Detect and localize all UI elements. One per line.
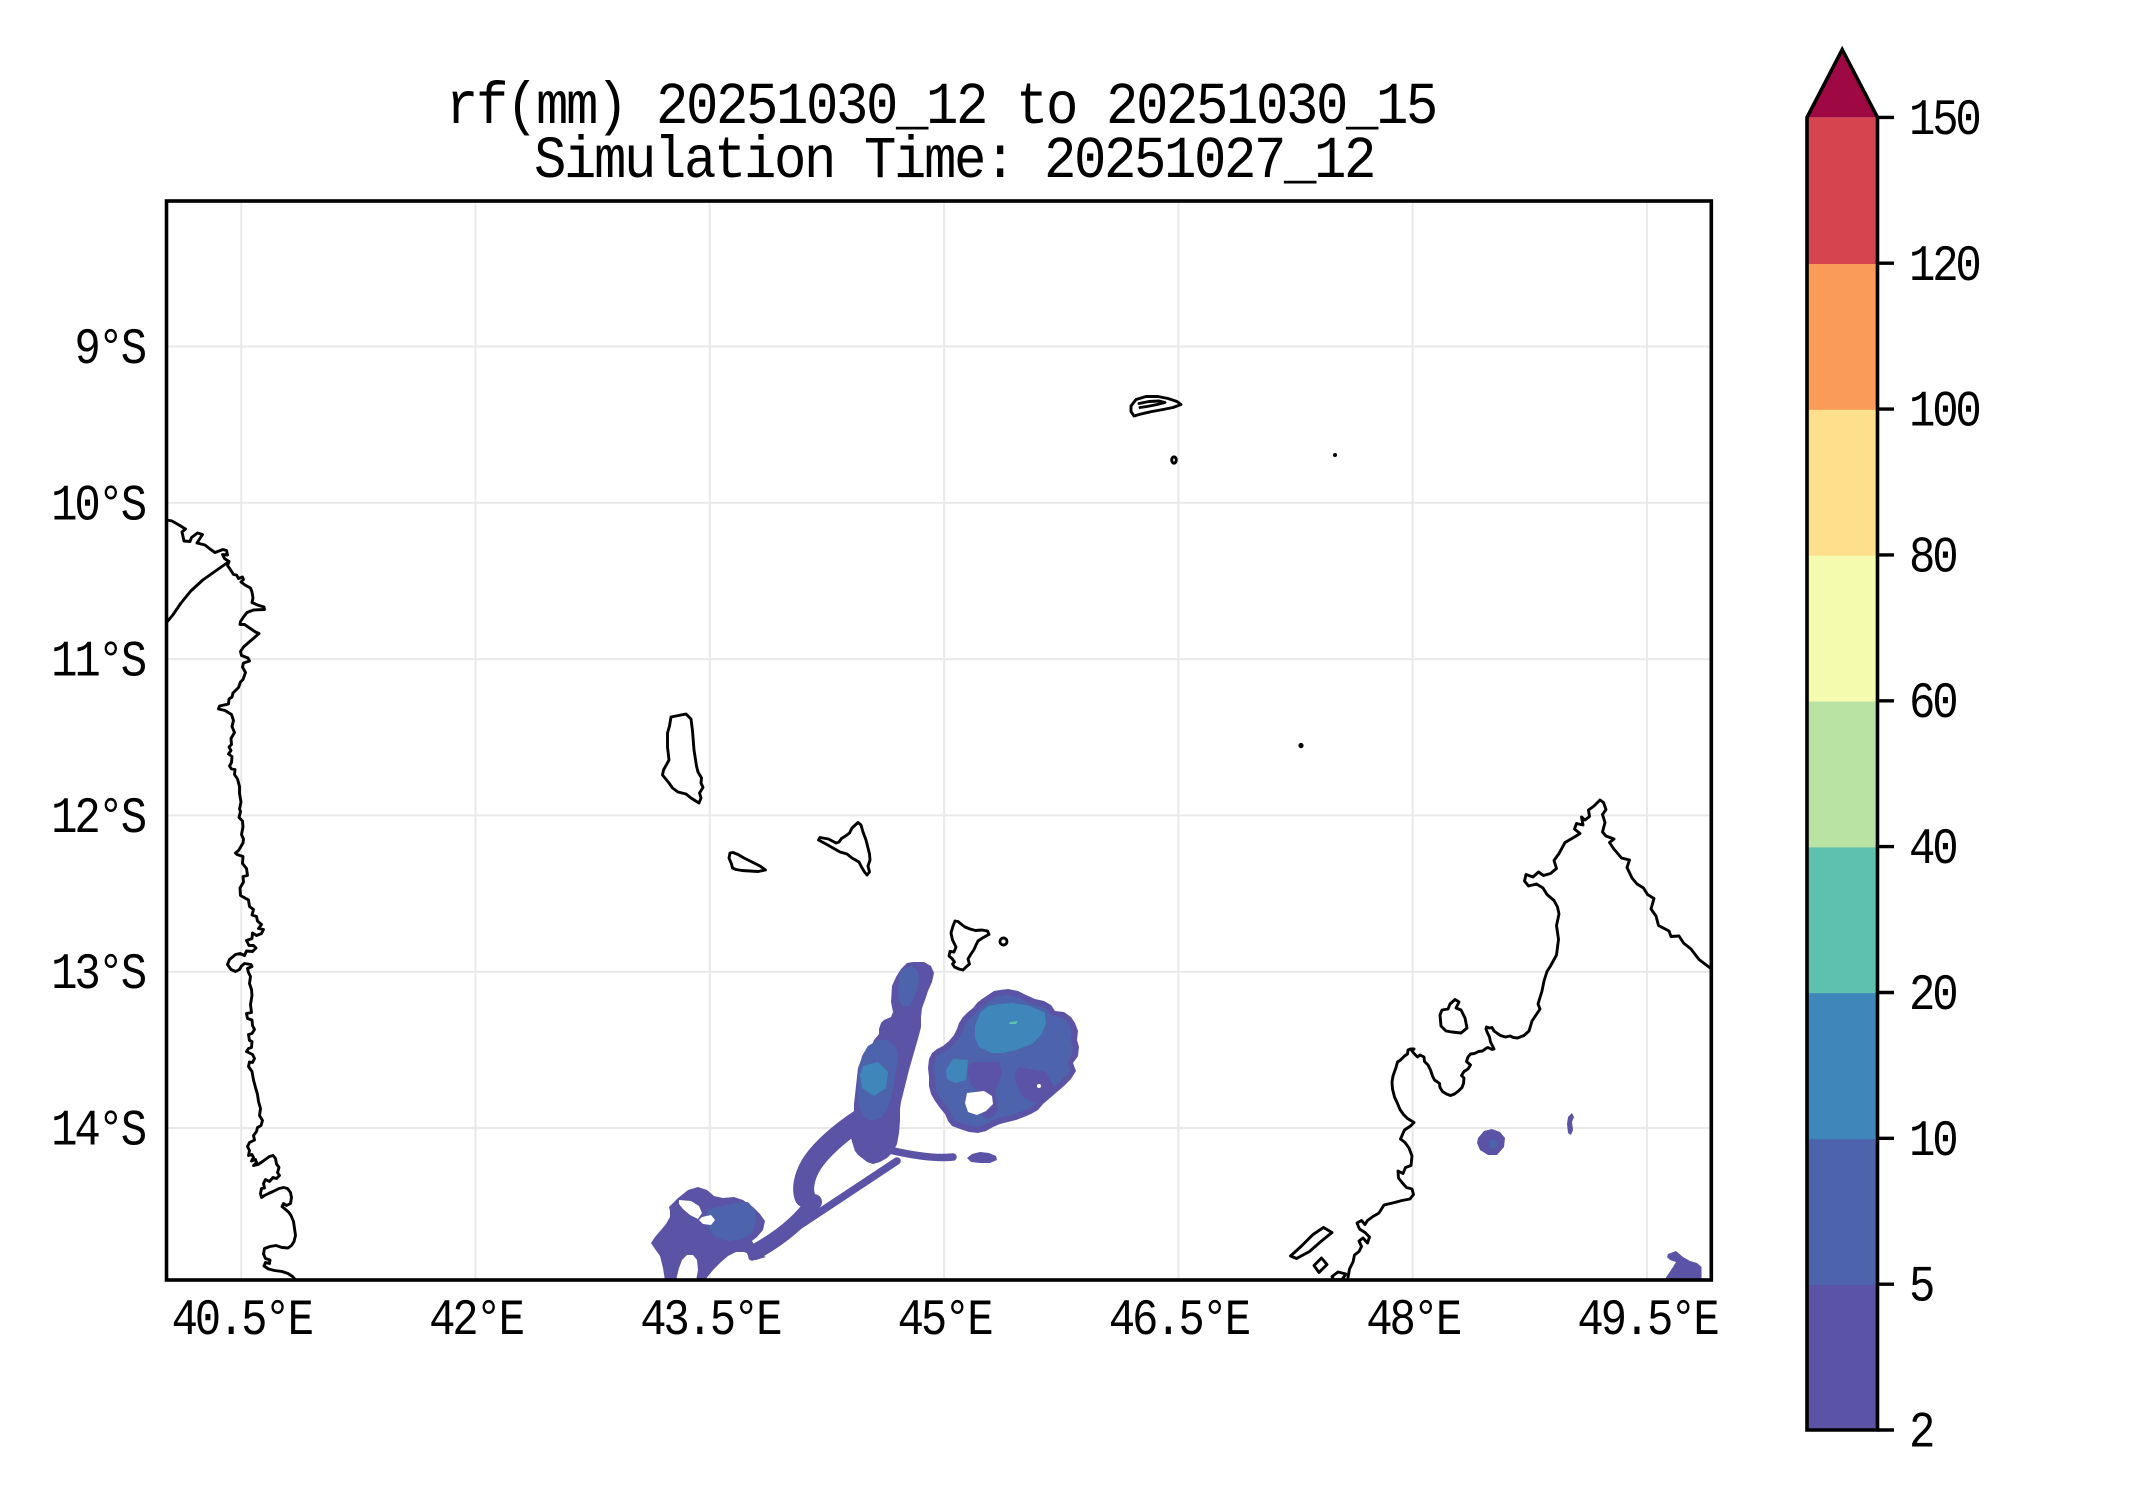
svg-text:40: 40 <box>1909 823 1956 880</box>
svg-text:46.5°E: 46.5°E <box>1109 1293 1249 1350</box>
svg-text:80: 80 <box>1909 531 1956 588</box>
svg-text:10: 10 <box>1909 1114 1956 1171</box>
svg-text:rf(mm) 20251030_12 to 20251030: rf(mm) 20251030_12 to 20251030_15 <box>446 75 1436 142</box>
svg-text:10°S: 10°S <box>51 479 146 536</box>
svg-text:49.5°E: 49.5°E <box>1577 1293 1717 1350</box>
svg-text:150: 150 <box>1909 93 1980 150</box>
svg-text:42°E: 42°E <box>429 1293 523 1350</box>
svg-text:40.5°E: 40.5°E <box>172 1293 312 1350</box>
svg-text:43.5°E: 43.5°E <box>640 1293 780 1350</box>
svg-text:45°E: 45°E <box>898 1293 992 1350</box>
svg-text:14°S: 14°S <box>51 1104 146 1161</box>
svg-text:Simulation Time: 20251027_12: Simulation Time: 20251027_12 <box>534 129 1374 196</box>
svg-text:60: 60 <box>1909 677 1956 734</box>
svg-text:120: 120 <box>1909 239 1980 296</box>
svg-text:48°E: 48°E <box>1366 1293 1460 1350</box>
svg-text:20: 20 <box>1909 968 1956 1025</box>
svg-text:12°S: 12°S <box>51 791 146 848</box>
svg-text:11°S: 11°S <box>51 635 146 692</box>
svg-text:2: 2 <box>1909 1406 1933 1463</box>
svg-text:13°S: 13°S <box>51 948 146 1005</box>
svg-text:5: 5 <box>1909 1260 1933 1317</box>
svg-text:100: 100 <box>1909 385 1980 442</box>
svg-text:9°S: 9°S <box>74 323 145 380</box>
